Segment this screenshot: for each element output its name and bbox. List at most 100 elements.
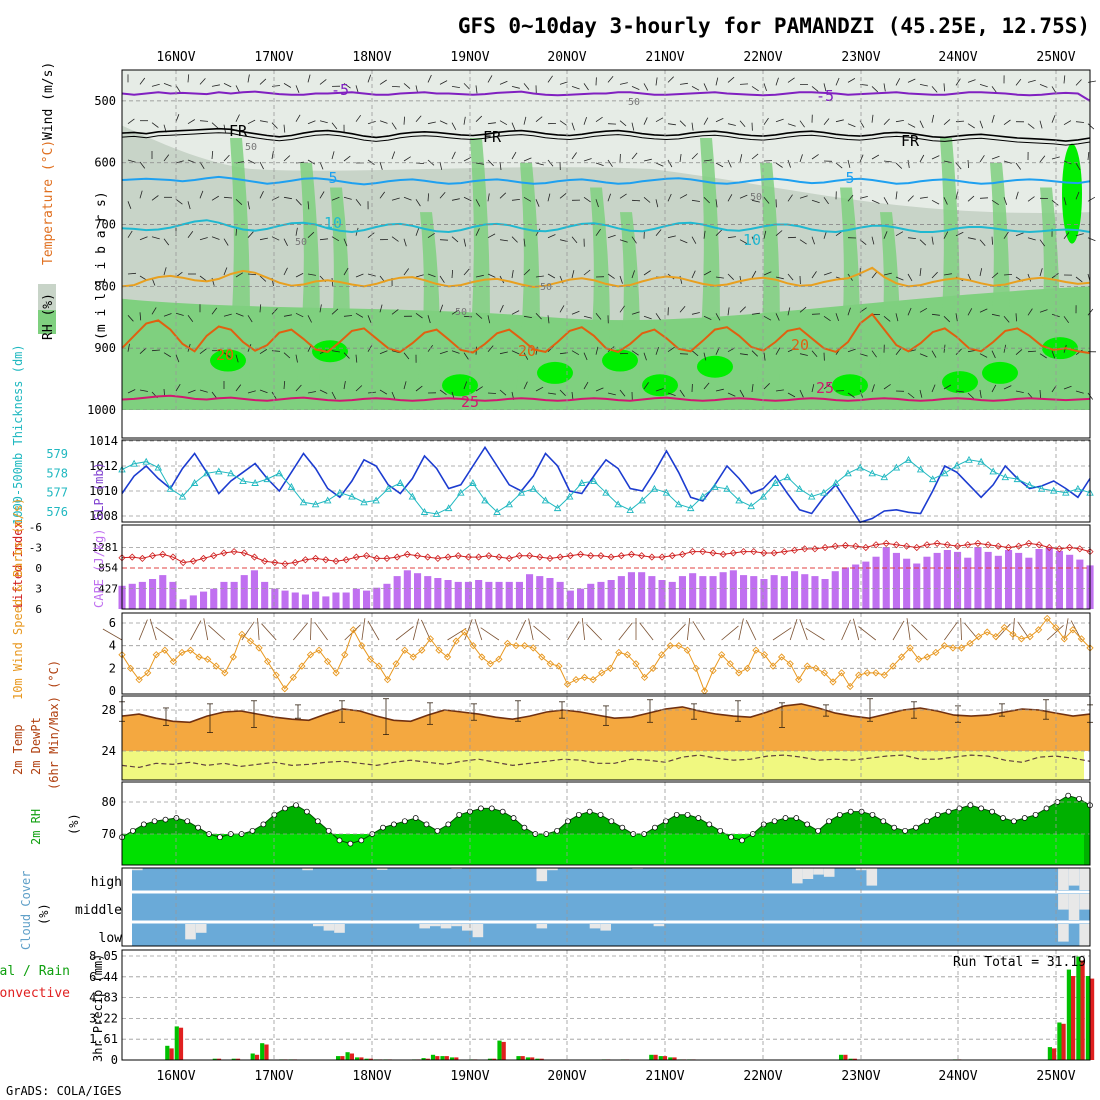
- wind-barb: [907, 307, 912, 316]
- wind-barb: [127, 159, 136, 163]
- li-tick-label: 3: [35, 583, 42, 596]
- wind-barb: [235, 354, 239, 363]
- rh-point: [358, 837, 365, 844]
- bottom-date-label: 25NOV: [1036, 1069, 1075, 1084]
- wind-barb: [1087, 80, 1096, 83]
- wind-barb: [775, 118, 784, 123]
- wind-barb: [799, 353, 808, 356]
- cape-bar: [821, 579, 829, 609]
- wind-barb: [979, 308, 988, 313]
- rh-point: [945, 808, 952, 815]
- isotherm-label: 10: [324, 214, 342, 232]
- bottom-date-label: 24NOV: [938, 1069, 977, 1084]
- thickness-line: [121, 459, 1091, 515]
- wind-barb: [175, 383, 181, 392]
- lifted-index-point: [1076, 545, 1084, 553]
- rh-tick-label: 80: [102, 795, 116, 809]
- wind-speed-point: [975, 632, 983, 641]
- wind-barb: [211, 122, 219, 129]
- wind-barb: [257, 618, 260, 641]
- wind-barb: [151, 83, 160, 87]
- wind-speed-point: [795, 676, 803, 684]
- wind-barb: [102, 628, 123, 641]
- wind-barb: [703, 270, 712, 276]
- slp-tick-label: 1014: [89, 434, 118, 448]
- wind-speed-point: [889, 662, 897, 670]
- wind-barb: [403, 116, 405, 125]
- cape-bar: [892, 552, 900, 609]
- lifted-index-point: [220, 549, 228, 557]
- wind-speed-point: [675, 642, 683, 650]
- cape-bar: [515, 581, 523, 609]
- lifted-index-point: [505, 554, 513, 562]
- wind-barb: [559, 352, 568, 355]
- wind-barb: [343, 315, 353, 317]
- wind-barb: [223, 154, 230, 162]
- isotherm-line: [121, 394, 1091, 402]
- wind-barb: [1039, 353, 1047, 359]
- wind-speed-point: [383, 676, 392, 684]
- wind-barb: [967, 308, 973, 316]
- wind-barb: [547, 315, 550, 324]
- wind-barb: [895, 313, 899, 322]
- wind-barb: [751, 312, 760, 315]
- wind-barb: [1051, 350, 1056, 359]
- rh-high-blob: [697, 355, 733, 378]
- rh-point: [684, 811, 691, 818]
- wind-barb: [427, 193, 429, 202]
- thickness-point: [795, 484, 804, 492]
- wind-barb: [1027, 79, 1036, 83]
- wind-barb: [199, 389, 208, 393]
- thickness-point: [614, 500, 622, 508]
- wind-barb: [679, 82, 688, 85]
- wind-barb: [247, 201, 250, 210]
- wind-speed-point: [443, 653, 452, 661]
- wind-barb: [1087, 123, 1095, 130]
- lifted-index-cape-panel: -6 -3 0 3 6 427 854 1281: [29, 521, 1094, 616]
- thickness-point: [190, 479, 199, 486]
- upper-air-frame: [121, 69, 1091, 439]
- clear-sky-bar: [813, 868, 824, 875]
- wind-barb: [1015, 191, 1019, 200]
- clear-sky-bar: [334, 924, 345, 933]
- lifted-index-point: [780, 548, 788, 556]
- wind-barb: [739, 194, 748, 199]
- wind-barb: [355, 273, 364, 278]
- wind-barb: [583, 352, 588, 361]
- wind-barb: [1027, 123, 1035, 129]
- wind-barb: [1003, 119, 1011, 126]
- wind-barb: [667, 123, 676, 126]
- rh-point: [956, 805, 963, 812]
- thickness-point: [553, 504, 562, 512]
- wind-barb: [1087, 237, 1096, 242]
- wind-barb: [211, 195, 220, 201]
- rh-high-blob: [982, 361, 1018, 384]
- wind-barb: [415, 274, 424, 278]
- isotherm-label: 20: [791, 336, 809, 354]
- wind-barb: [691, 86, 700, 91]
- cape-bar: [933, 552, 941, 609]
- wind-barb: [187, 74, 190, 83]
- thickness-point: [299, 498, 308, 506]
- wind-barb: [1075, 191, 1080, 200]
- isotherm-label: 5: [328, 169, 337, 187]
- wind-barb: [547, 273, 556, 279]
- lifted-index-point: [444, 553, 452, 561]
- wind-barb: [139, 389, 148, 392]
- wind-barb: [687, 618, 691, 641]
- cape-bar: [882, 547, 890, 609]
- wind-barb: [679, 154, 682, 163]
- wind-barb: [775, 313, 780, 321]
- rh-point: [314, 818, 321, 825]
- wind-barb: [307, 315, 312, 323]
- lifted-index-point: [627, 550, 636, 558]
- wind-barb: [955, 191, 959, 200]
- wind-barb: [175, 160, 184, 164]
- clear-sky-bar: [1068, 868, 1080, 886]
- wind-barb: [907, 78, 916, 83]
- wind-barb: [1075, 162, 1081, 171]
- wind-barb: [138, 619, 148, 641]
- lifted-index-point: [413, 552, 422, 560]
- cape-bar: [750, 576, 758, 609]
- cape-bar: [729, 570, 737, 609]
